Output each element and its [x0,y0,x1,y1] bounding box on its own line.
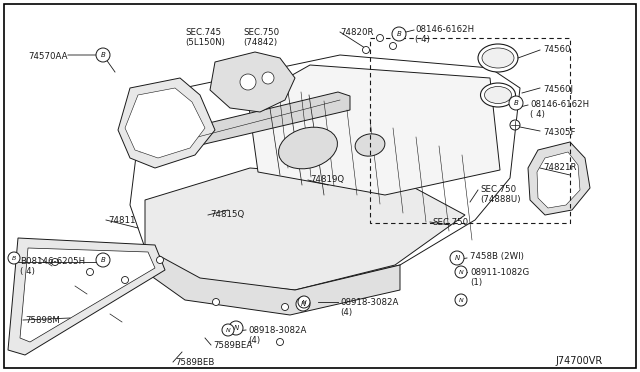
Polygon shape [140,248,400,315]
Text: B08146-6205H: B08146-6205H [20,257,85,266]
Circle shape [455,294,467,306]
Text: 7589BEB: 7589BEB [175,358,214,367]
Text: B: B [397,31,401,37]
Circle shape [450,251,464,265]
Text: N: N [459,298,463,302]
Text: SEC.750: SEC.750 [243,28,279,37]
Text: ( 4): ( 4) [20,267,35,276]
Polygon shape [537,152,580,208]
Text: 08918-3082A: 08918-3082A [340,298,398,307]
Text: 74821R: 74821R [543,163,577,172]
Ellipse shape [482,48,514,68]
Circle shape [229,321,243,335]
Circle shape [276,339,284,346]
Polygon shape [20,248,155,342]
Text: 08146-6162H: 08146-6162H [530,100,589,109]
Text: ( 4): ( 4) [530,110,545,119]
Circle shape [509,96,523,110]
Circle shape [222,324,234,336]
Circle shape [298,296,310,308]
Circle shape [122,276,129,283]
Circle shape [86,269,93,276]
Text: N: N [300,301,306,307]
Text: SEC.745: SEC.745 [185,28,221,37]
Circle shape [296,297,310,311]
Text: 75898M: 75898M [25,316,60,325]
Text: (4): (4) [340,308,352,317]
Circle shape [510,120,520,130]
Polygon shape [528,142,590,215]
Text: N: N [459,269,463,275]
Text: B: B [100,52,106,58]
Text: B: B [100,257,106,263]
Text: 08918-3082A: 08918-3082A [248,326,307,335]
Ellipse shape [355,134,385,156]
Circle shape [157,257,163,263]
Ellipse shape [484,87,511,103]
Circle shape [51,259,58,266]
Circle shape [282,304,289,311]
Polygon shape [138,92,350,158]
Polygon shape [125,88,205,158]
Circle shape [212,298,220,305]
Text: 7589BEA: 7589BEA [213,341,252,350]
Polygon shape [8,238,165,355]
Text: 74560: 74560 [543,45,570,54]
Polygon shape [130,55,520,290]
Polygon shape [248,65,500,195]
Circle shape [362,46,369,54]
Polygon shape [210,52,295,112]
Ellipse shape [481,83,515,107]
Text: (74888U): (74888U) [480,195,520,204]
Circle shape [390,42,397,49]
Circle shape [96,253,110,267]
Circle shape [455,266,467,278]
Text: 74815Q: 74815Q [210,210,244,219]
Text: 7458B (2WI): 7458B (2WI) [470,252,524,261]
Text: (74842): (74842) [243,38,277,47]
Circle shape [392,27,406,41]
Circle shape [8,252,20,264]
Text: 74305F: 74305F [543,128,575,137]
Text: B: B [12,256,16,260]
Circle shape [376,35,383,42]
Text: (5L150N): (5L150N) [185,38,225,47]
Text: 08146-6162H: 08146-6162H [415,25,474,34]
Circle shape [96,48,110,62]
Text: SEC.750: SEC.750 [480,185,516,194]
Text: 74570AA: 74570AA [29,52,68,61]
Text: J74700VR: J74700VR [555,356,602,366]
Text: N: N [454,255,460,261]
Text: B: B [514,100,518,106]
Text: N: N [234,325,239,331]
Polygon shape [118,78,215,168]
Text: 74811: 74811 [108,216,136,225]
Circle shape [240,74,256,90]
Text: ( 4): ( 4) [415,35,430,44]
Text: 74560J: 74560J [543,85,573,94]
Text: N: N [301,299,307,305]
Polygon shape [145,168,465,290]
Ellipse shape [478,44,518,72]
Text: (1): (1) [470,278,482,287]
Bar [370,38,570,223]
Ellipse shape [278,127,337,169]
Text: (4): (4) [248,336,260,345]
Text: 74819Q: 74819Q [310,175,344,184]
Text: SEC.750: SEC.750 [432,218,468,227]
Text: 74820R: 74820R [340,28,374,37]
Text: 08911-1082G: 08911-1082G [470,268,529,277]
Circle shape [262,72,274,84]
Text: N: N [226,327,230,333]
